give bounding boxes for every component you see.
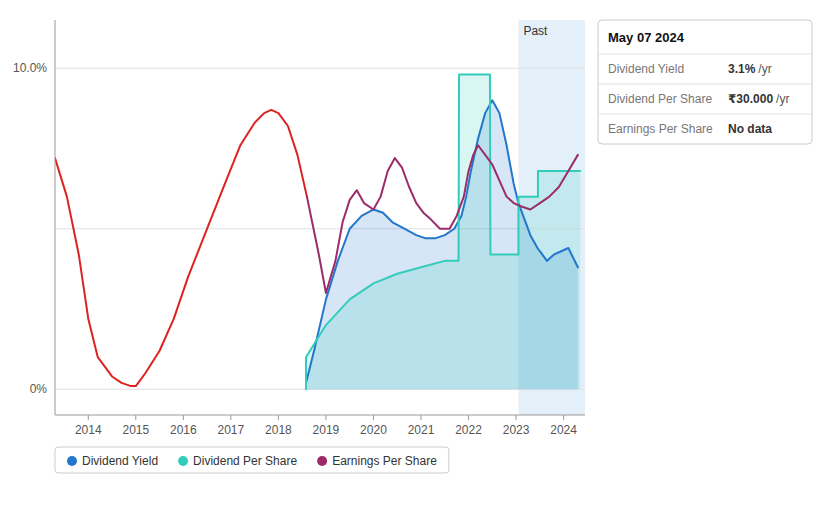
y-tick-label: 0% [30, 382, 48, 396]
x-tick [230, 415, 231, 420]
series-lines [55, 75, 580, 390]
x-tick-label: 2014 [75, 423, 102, 437]
series-line [307, 145, 578, 293]
x-tick-label: 2015 [122, 423, 149, 437]
plot-area [55, 20, 585, 415]
tooltip-box [598, 20, 812, 144]
x-tick [373, 415, 374, 420]
legend-label: Dividend Per Share [193, 454, 297, 468]
legend-marker [317, 456, 327, 466]
tooltip-title: May 07 2024 [608, 30, 685, 45]
tooltip-unit: /yr [776, 92, 789, 106]
x-tick-label: 2018 [265, 423, 292, 437]
x-tick [183, 415, 184, 420]
tooltip-value: No data [728, 122, 772, 136]
x-tick [516, 415, 517, 420]
y-tick-label: 10.0% [13, 61, 47, 75]
tooltip-separator [598, 114, 812, 115]
series-line [306, 100, 578, 383]
x-tick-label: 2023 [503, 423, 530, 437]
x-tick-label: 2016 [170, 423, 197, 437]
y-axis-line [55, 20, 56, 415]
chart-container: 0% 10.0% 2014 2015 2016 2017 2018 2019 2020 2021 2… [0, 0, 821, 508]
tooltip: May 07 2024Dividend Yield3.1%/yrDividend… [598, 20, 812, 144]
x-tick-label: 2020 [360, 423, 387, 437]
tooltip-label: Dividend Yield [608, 62, 684, 76]
tooltip-unit: /yr [758, 62, 771, 76]
x-tick-label: 2022 [455, 423, 482, 437]
legend-marker [67, 456, 77, 466]
area-fill [306, 75, 580, 390]
x-tick [563, 415, 564, 420]
legend-label: Dividend Yield [82, 454, 158, 468]
annotation-text: Past [523, 24, 548, 38]
x-tick [325, 415, 326, 420]
x-tick [135, 415, 136, 420]
tooltip-separator [598, 54, 812, 55]
legend-label: Earnings Per Share [332, 454, 437, 468]
legend-marker [178, 456, 188, 466]
x-tick-label: 2017 [218, 423, 245, 437]
tooltip-value: ₹30.000 [728, 92, 773, 106]
x-axis-line [55, 415, 585, 416]
x-tick-label: 2021 [408, 423, 435, 437]
grid-line [55, 68, 585, 69]
x-tick-label: 2019 [313, 423, 340, 437]
tooltip-value: 3.1% [728, 62, 756, 76]
tooltip-label: Earnings Per Share [608, 122, 713, 136]
area-fills [306, 75, 580, 390]
series-line [306, 75, 580, 390]
series-line [55, 110, 307, 386]
chart-svg: 0% 10.0% 2014 2015 2016 2017 2018 2019 2020 2021 2… [0, 0, 821, 508]
legend: Dividend Yield Dividend Per Share Earnings… [55, 447, 449, 473]
x-tick [88, 415, 89, 420]
x-tick-label: 2024 [550, 423, 577, 437]
x-tick [278, 415, 279, 420]
tooltip-label: Dividend Per Share [608, 92, 712, 106]
x-tick [421, 415, 422, 420]
legend-frame [55, 447, 449, 473]
annotations: Past [523, 24, 548, 38]
tooltip-separator [598, 84, 812, 85]
x-tick [468, 415, 469, 420]
axes: 0% 10.0% 2014 2015 2016 2017 2018 2019 2020 2021 2… [13, 20, 585, 437]
